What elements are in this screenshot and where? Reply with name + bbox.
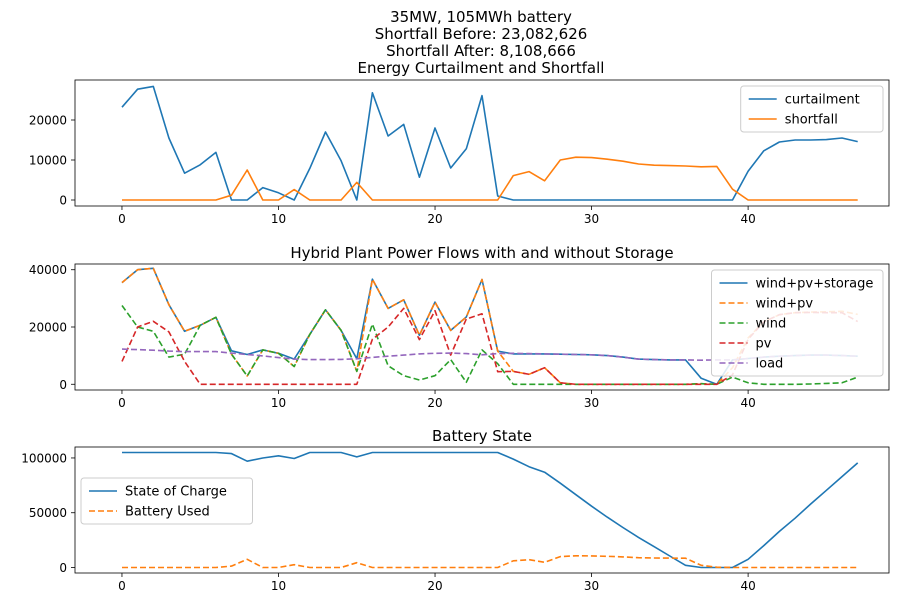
y-tick-label: 0 — [59, 561, 67, 575]
legend-label-wind-pv-storage: wind+pv+storage — [756, 277, 874, 292]
y-tick-label: 100000 — [21, 451, 67, 465]
chart-title: Battery State — [432, 427, 532, 445]
y-tick-label: 0 — [59, 378, 67, 392]
y-tick-label: 40000 — [29, 263, 67, 277]
y-tick-label: 20000 — [29, 321, 67, 335]
curtailment-shortfall-chart: 0 10 20 30 40 0 10000 20000 curtailment shortfall — [29, 79, 890, 226]
x-tick-label: 40 — [740, 212, 755, 226]
x-tick-label: 10 — [271, 579, 286, 593]
legend-label-shortfall: shortfall — [785, 113, 838, 128]
x-tick-label: 30 — [584, 579, 599, 593]
figure-title: 35MW, 105MWh battery Shortfall Before: 2… — [358, 8, 605, 77]
legend-label-wind-pv: wind+pv — [756, 297, 814, 312]
legend-label-curtailment: curtailment — [785, 93, 860, 108]
figure-title-line-1: 35MW, 105MWh battery — [390, 8, 572, 26]
series-line-state-of-charge — [122, 451, 859, 569]
x-tick-label: 20 — [427, 396, 442, 410]
battery-state-chart: Battery State 0 10 20 30 40 0 50000 100000 State … — [21, 427, 890, 593]
x-tick-label: 0 — [118, 396, 126, 410]
x-tick-label: 40 — [740, 396, 755, 410]
legend-label-load: load — [756, 357, 784, 372]
axes-frame — [74, 446, 890, 574]
figure-title-line-4: Energy Curtailment and Shortfall — [358, 59, 605, 77]
legend-label-state-of-charge: State of Charge — [125, 485, 227, 500]
legend: curtailment shortfall — [740, 85, 884, 133]
series-line-wind — [121, 305, 858, 386]
x-tick-label: 20 — [427, 212, 442, 226]
chart-title: Hybrid Plant Power Flows with and withou… — [290, 244, 673, 262]
legend-box — [711, 269, 884, 377]
legend-label-wind: wind — [756, 317, 787, 332]
x-tick-label: 0 — [118, 212, 126, 226]
axes-frame — [74, 263, 890, 391]
x-tick-label: 0 — [118, 579, 126, 593]
figure-title-line-2: Shortfall Before: 23,082,626 — [375, 25, 588, 43]
axes-frame — [74, 79, 890, 207]
series-line-shortfall — [122, 156, 858, 201]
x-tick-label: 10 — [271, 212, 286, 226]
legend-label-pv: pv — [756, 337, 772, 352]
x-tick-label: 30 — [584, 212, 599, 226]
y-tick-label: 20000 — [29, 114, 67, 128]
x-tick-label: 40 — [740, 579, 755, 593]
legend-label-battery-used: Battery Used — [125, 505, 210, 520]
y-tick-label: 0 — [59, 194, 67, 208]
power-flows-chart: Hybrid Plant Power Flows with and withou… — [29, 244, 890, 410]
x-tick-label: 20 — [427, 579, 442, 593]
legend: State of Charge Battery Used — [80, 477, 253, 525]
legend: wind+pv+storage wind+pv wind pv load — [711, 269, 884, 377]
legend-box — [740, 85, 884, 133]
figure-title-line-3: Shortfall After: 8,108,666 — [386, 42, 576, 60]
x-tick-label: 10 — [271, 396, 286, 410]
series-line-battery-used — [122, 554, 858, 569]
x-tick-label: 30 — [584, 396, 599, 410]
y-tick-label: 10000 — [29, 154, 67, 168]
series-line-curtailment — [121, 85, 858, 201]
legend-box — [80, 477, 253, 525]
y-tick-label: 50000 — [29, 506, 67, 520]
